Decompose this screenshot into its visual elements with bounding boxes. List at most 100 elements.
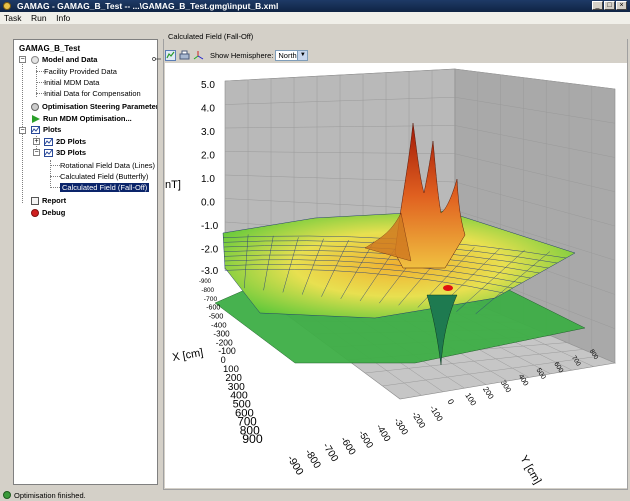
tree-guide (50, 165, 60, 166)
y-tick-label: -200 (410, 410, 428, 430)
chevron-down-icon: ▼ (297, 50, 308, 60)
debug-icon (31, 209, 39, 218)
menu-info[interactable]: Info (56, 13, 71, 23)
surface-peak (394, 122, 466, 269)
report-icon (31, 197, 39, 206)
mesh-line (282, 237, 299, 293)
y-tick-label: -500 (356, 429, 375, 451)
tree-item-calc-butterfly[interactable]: Calculated Field (Butterfly) (60, 172, 149, 181)
z-tick-label: 0.0 (201, 198, 215, 209)
tree-guide (50, 187, 60, 188)
z-tick-label: 4.0 (201, 104, 215, 115)
status-ok-icon (3, 491, 11, 499)
collapse-icon[interactable]: − (19, 56, 26, 63)
x-tick-label: 800 (240, 423, 260, 437)
maximize-button[interactable]: □ (604, 1, 615, 10)
wall-gridline (454, 181, 616, 227)
tree-item-debug[interactable]: Debug (31, 207, 65, 218)
tree-item-rotational-field[interactable]: Rotational Field Data (Lines) (60, 161, 156, 170)
tree-item-facility-data[interactable]: Facility Provided Data (44, 67, 117, 76)
x-axis: -900 -800 -700 -600-500-400-300-200-1000100… (199, 279, 263, 446)
mesh-line (224, 254, 531, 279)
tree-item-run-mdm[interactable]: Run MDM Optimisation... (31, 113, 132, 124)
mesh-line (244, 234, 249, 289)
tree-item-opt-params[interactable]: Optimisation Steering Parameters (31, 101, 157, 112)
x-tick-label: -100 (218, 346, 236, 356)
close-button[interactable]: × (616, 1, 627, 10)
menu-run[interactable]: Run (31, 13, 47, 23)
plot-panel (163, 39, 628, 490)
tree-item-3d-plots[interactable]: 3D Plots (44, 147, 86, 158)
z-tick-label: -2.0 (201, 245, 219, 256)
y-tick-label: -900 (284, 453, 305, 477)
app-icon (3, 2, 11, 10)
z-tick-label: 3.0 (201, 127, 215, 138)
panel-title: Calculated Field (Fall-Off) (166, 32, 256, 41)
tree-guide (36, 66, 37, 97)
plot-canvas[interactable]: 5.0 4.0 3.0 2.0 1.0 0.0 -1.0 -2.0 -3.0 nT] -900-… (165, 63, 627, 488)
mesh-line (340, 241, 375, 299)
menu-bar: Task Run Info (0, 12, 630, 24)
status-text: Optimisation finished. (14, 491, 86, 500)
mesh-line (456, 249, 525, 312)
collapse-icon[interactable]: − (19, 127, 26, 134)
wall-gridline (454, 125, 616, 158)
mesh-line (475, 251, 551, 315)
floor-gridline (364, 349, 584, 374)
x-tick-label: 400 (230, 390, 248, 402)
x-tick-label: -800 (201, 287, 214, 294)
tree-guide (36, 82, 46, 83)
window-title: GAMAG - GAMAG_B_Test -- ...\GAMAG_B_Test… (17, 1, 279, 11)
mesh-line (301, 238, 324, 295)
collapse-icon[interactable]: − (33, 149, 40, 156)
x-tick-label: -500 (209, 312, 224, 321)
tree-item-report[interactable]: Report (31, 195, 66, 206)
tree-guide (50, 176, 60, 177)
x-tick-label: 600 (235, 408, 254, 420)
z-tick-label: 2.0 (201, 151, 215, 162)
mesh-line (417, 247, 475, 308)
marker-point (443, 285, 453, 291)
surface-mesh (223, 234, 567, 315)
z-axis: 5.0 4.0 3.0 2.0 1.0 0.0 -1.0 -2.0 -3.0 (201, 80, 219, 277)
y-tick-label: -300 (392, 416, 410, 437)
tree-item-2d-plots[interactable]: 2D Plots (44, 136, 86, 147)
tree-guide (50, 160, 51, 188)
y-tick-label: 800 (588, 348, 600, 361)
mesh-line (224, 268, 504, 294)
tree-item-initial-mdm[interactable]: Initial MDM Data (44, 78, 100, 87)
title-bar: GAMAG - GAMAG_B_Test -- ...\GAMAG_B_Test… (0, 0, 630, 12)
plot-toolbar: Show Hemisphere: North ▼ (165, 48, 309, 62)
z-axis-label: nT] (165, 179, 181, 191)
chart-toggle-icon[interactable] (165, 49, 176, 61)
tree-item-model-data[interactable]: Model and Data (31, 54, 97, 65)
minimize-button[interactable]: _ (592, 1, 603, 10)
hemisphere-select[interactable]: North ▼ (275, 49, 309, 61)
floor-gridline (382, 355, 600, 387)
print-icon[interactable] (179, 50, 190, 61)
settings-icon (31, 103, 39, 112)
mesh-line (263, 235, 274, 291)
expand-icon[interactable]: + (33, 138, 40, 145)
z-tick-label: 5.0 (201, 80, 215, 91)
y-tick-label: 0 (446, 398, 456, 407)
tree-item-calc-falloff[interactable]: Calculated Field (Fall-Off) (60, 183, 150, 192)
y-tick-label: 100 (463, 391, 478, 408)
mesh-line (223, 249, 540, 274)
mesh-line (224, 264, 513, 289)
tree-item-plots[interactable]: Plots (31, 124, 61, 135)
y-axis-label: Y [cm] (517, 454, 543, 487)
z-tick-label: -1.0 (201, 221, 219, 232)
x-tick-label: 100 (223, 364, 239, 375)
run-icon (32, 115, 40, 124)
hemisphere-label: Show Hemisphere: (210, 50, 274, 60)
axes-icon[interactable] (193, 50, 204, 61)
x-tick-label: 700 (237, 415, 256, 428)
tree-item-initial-compensation[interactable]: Initial Data for Compensation (44, 89, 141, 98)
surface-dip (426, 294, 458, 366)
surface-ridge (364, 212, 412, 262)
menu-task[interactable]: Task (4, 13, 22, 23)
tree-root[interactable]: GAMAG_B_Test (19, 44, 81, 53)
x-tick-label: -300 (213, 329, 230, 338)
splitter-grip-icon[interactable] (152, 57, 161, 61)
